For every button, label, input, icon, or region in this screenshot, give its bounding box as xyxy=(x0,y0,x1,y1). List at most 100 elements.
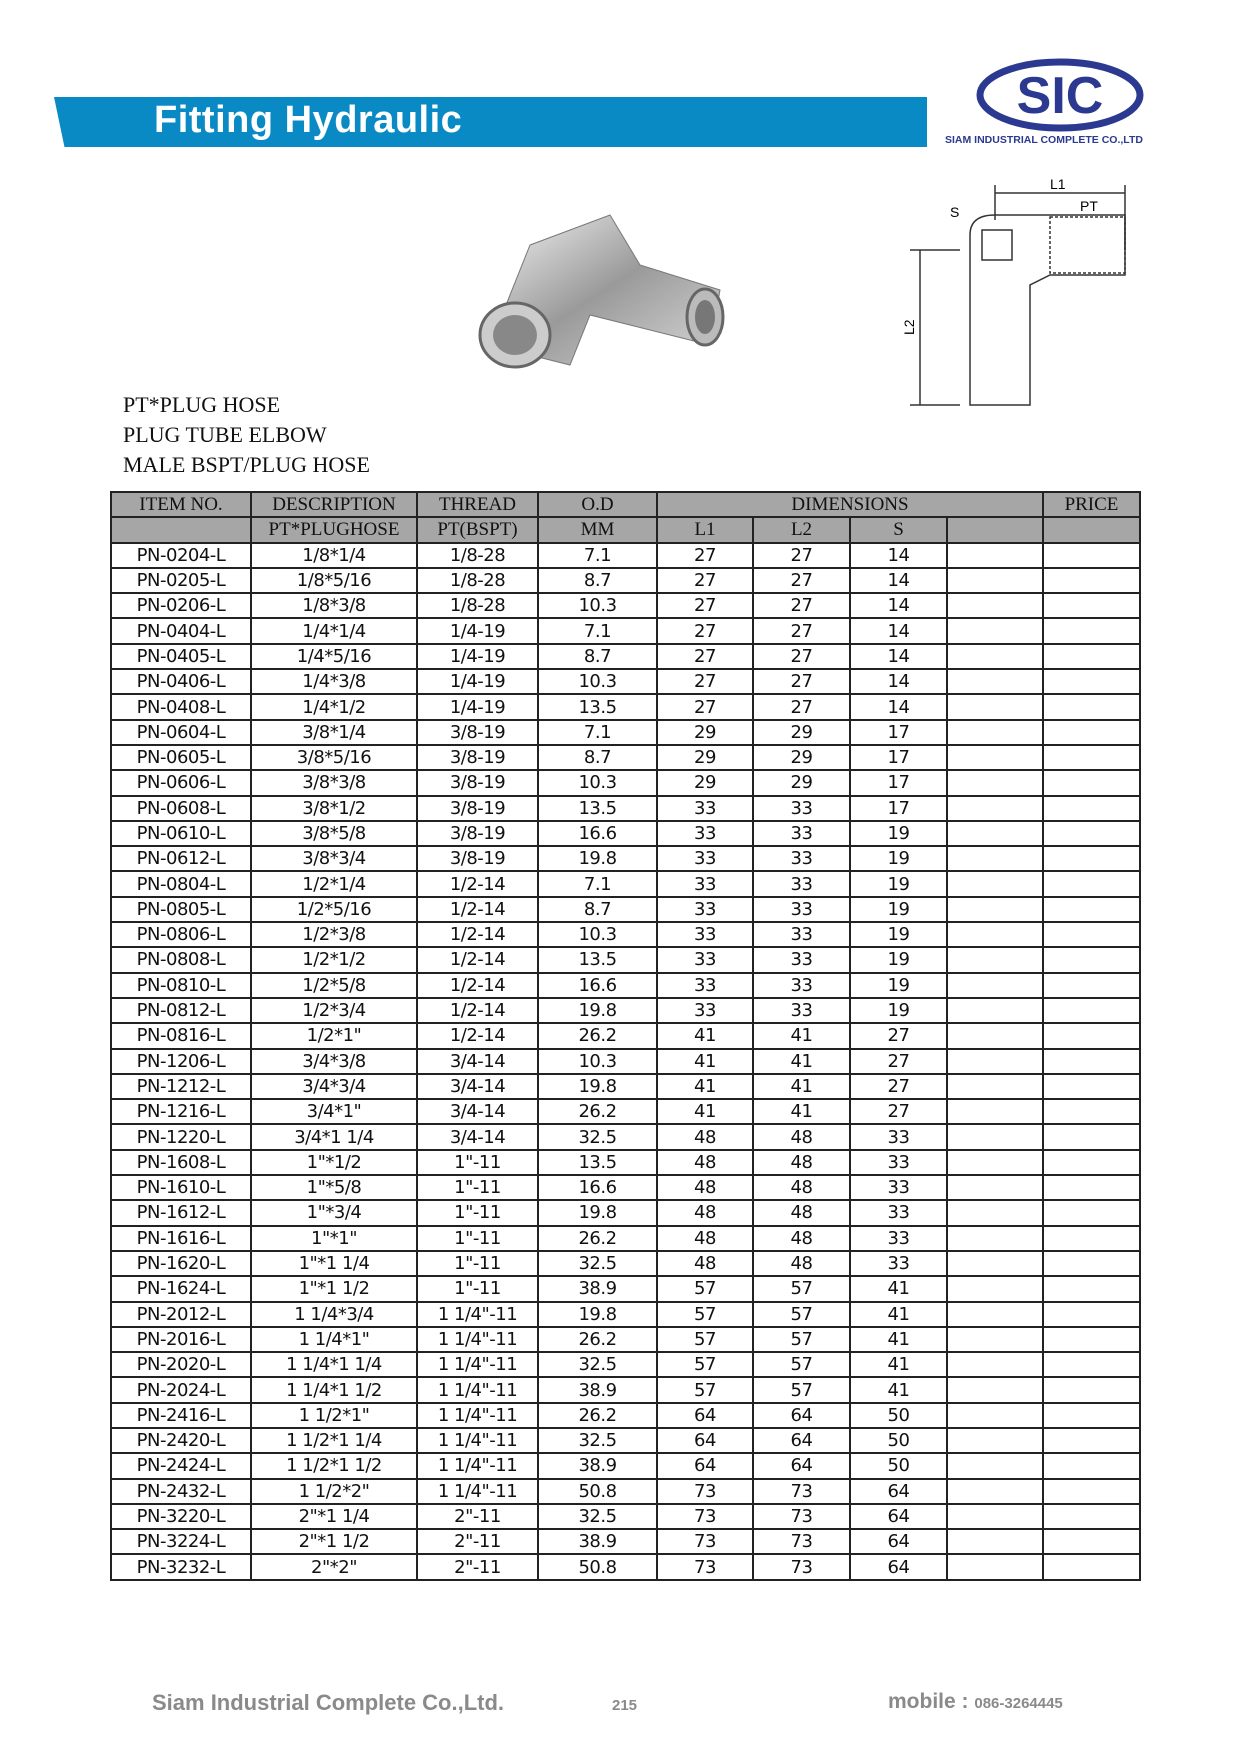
subheader-cell xyxy=(110,516,252,544)
cell-l1: 48 xyxy=(656,1123,754,1151)
cell-thread: 1/8-28 xyxy=(416,541,539,569)
cell-l2: 27 xyxy=(752,592,851,620)
cell-item-no: PN-2416-L xyxy=(110,1401,252,1429)
cell-l2: 57 xyxy=(752,1376,851,1404)
cell-l2: 41 xyxy=(752,1022,851,1050)
cell-l1: 41 xyxy=(656,1098,754,1126)
cell-price xyxy=(1042,1300,1141,1328)
cell-od: 32.5 xyxy=(537,1502,658,1531)
cell-thread: 1 1/4"-11 xyxy=(416,1351,539,1379)
cell-thread: 2"-11 xyxy=(416,1553,539,1581)
cell-item-no: PN-0604-L xyxy=(110,718,252,746)
cell-s: 33 xyxy=(849,1148,948,1177)
cell-empty xyxy=(946,971,1044,999)
cell-empty xyxy=(946,996,1044,1025)
cell-s: 41 xyxy=(849,1376,948,1404)
cell-empty xyxy=(946,845,1044,873)
cell-description: 1/2*1/4 xyxy=(250,870,418,898)
cell-empty xyxy=(946,1477,1044,1505)
cell-description: 1/8*5/16 xyxy=(250,566,418,595)
cell-od: 38.9 xyxy=(537,1528,658,1556)
pt-label: PT xyxy=(1080,198,1098,214)
cell-item-no: PN-0608-L xyxy=(110,794,252,822)
cell-od: 19.8 xyxy=(537,1199,658,1227)
cell-s: 27 xyxy=(849,1022,948,1050)
cell-item-no: PN-1220-L xyxy=(110,1123,252,1151)
cell-l1: 48 xyxy=(656,1249,754,1278)
cell-s: 33 xyxy=(849,1123,948,1151)
cell-empty xyxy=(946,1325,1044,1354)
cell-l1: 33 xyxy=(656,870,754,898)
cell-description: 2"*2" xyxy=(250,1553,418,1581)
cell-item-no: PN-1212-L xyxy=(110,1072,252,1101)
cell-item-no: PN-3220-L xyxy=(110,1502,252,1531)
cell-l1: 33 xyxy=(656,996,754,1025)
cell-empty xyxy=(946,1426,1044,1455)
cell-l2: 48 xyxy=(752,1148,851,1177)
cell-description: 1"*1/2 xyxy=(250,1148,418,1177)
spec-table: ITEM NO. DESCRIPTION THREAD O.D DIMENSIO… xyxy=(110,490,1141,1581)
cell-empty xyxy=(946,1047,1044,1075)
cell-l2: 27 xyxy=(752,617,851,645)
cell-thread: 1"-11 xyxy=(416,1148,539,1177)
cell-thread: 1 1/4"-11 xyxy=(416,1401,539,1429)
cell-description: 1"*1 1/4 xyxy=(250,1249,418,1278)
cell-l1: 48 xyxy=(656,1148,754,1177)
cell-l2: 27 xyxy=(752,642,851,671)
cell-l2: 64 xyxy=(752,1426,851,1455)
cell-od: 7.1 xyxy=(537,541,658,569)
cell-thread: 1/2-14 xyxy=(416,946,539,974)
cell-empty xyxy=(946,1528,1044,1556)
cell-price xyxy=(1042,1275,1141,1303)
cell-empty xyxy=(946,921,1044,949)
cell-item-no: PN-0805-L xyxy=(110,895,252,924)
cell-s: 14 xyxy=(849,541,948,569)
cell-price xyxy=(1042,668,1141,696)
cell-price xyxy=(1042,1047,1141,1075)
cell-description: 1/4*5/16 xyxy=(250,642,418,671)
cell-empty xyxy=(946,1148,1044,1177)
cell-item-no: PN-2020-L xyxy=(110,1351,252,1379)
cell-description: 3/4*3/8 xyxy=(250,1047,418,1075)
cell-thread: 1/2-14 xyxy=(416,870,539,898)
cell-od: 38.9 xyxy=(537,1376,658,1404)
cell-l2: 27 xyxy=(752,668,851,696)
cell-l1: 27 xyxy=(656,642,754,671)
cell-od: 50.8 xyxy=(537,1477,658,1505)
cell-od: 13.5 xyxy=(537,794,658,822)
cell-item-no: PN-2016-L xyxy=(110,1325,252,1354)
cell-l1: 48 xyxy=(656,1224,754,1252)
cell-price xyxy=(1042,769,1141,797)
cell-s: 14 xyxy=(849,592,948,620)
footer-company: Siam Industrial Complete Co.,Ltd. xyxy=(152,1690,505,1715)
cell-empty xyxy=(946,1452,1044,1480)
cell-item-no: PN-2432-L xyxy=(110,1477,252,1505)
col-thread: THREAD xyxy=(416,490,539,519)
cell-thread: 1"-11 xyxy=(416,1174,539,1202)
cell-description: 1 1/4*3/4 xyxy=(250,1300,418,1328)
cell-l2: 73 xyxy=(752,1477,851,1505)
cell-l1: 41 xyxy=(656,1047,754,1075)
cell-thread: 1/2-14 xyxy=(416,895,539,924)
cell-l1: 48 xyxy=(656,1199,754,1227)
cell-l2: 48 xyxy=(752,1224,851,1252)
cell-s: 19 xyxy=(849,946,948,974)
table-row: PN-0606-L 3/8*3/8 3/8-19 10.3 29 29 17 xyxy=(110,769,1141,797)
cell-item-no: PN-1610-L xyxy=(110,1174,252,1202)
cell-l2: 33 xyxy=(752,845,851,873)
subheader-cell xyxy=(1042,516,1141,544)
cell-od: 7.1 xyxy=(537,617,658,645)
cell-od: 10.3 xyxy=(537,769,658,797)
table-row: PN-2012-L 1 1/4*3/4 1 1/4"-11 19.8 57 57 41 xyxy=(110,1300,1141,1328)
cell-empty xyxy=(946,819,1044,848)
cell-s: 17 xyxy=(849,743,948,772)
cell-s: 64 xyxy=(849,1553,948,1581)
cell-item-no: PN-0806-L xyxy=(110,921,252,949)
cell-od: 16.6 xyxy=(537,971,658,999)
cell-od: 32.5 xyxy=(537,1351,658,1379)
table-row: PN-0812-L 1/2*3/4 1/2-14 19.8 33 33 19 xyxy=(110,996,1141,1025)
cell-s: 14 xyxy=(849,617,948,645)
table-row: PN-1610-L 1"*5/8 1"-11 16.6 48 48 33 xyxy=(110,1174,1141,1202)
l1-label: L1 xyxy=(1050,176,1066,192)
cell-l1: 48 xyxy=(656,1174,754,1202)
